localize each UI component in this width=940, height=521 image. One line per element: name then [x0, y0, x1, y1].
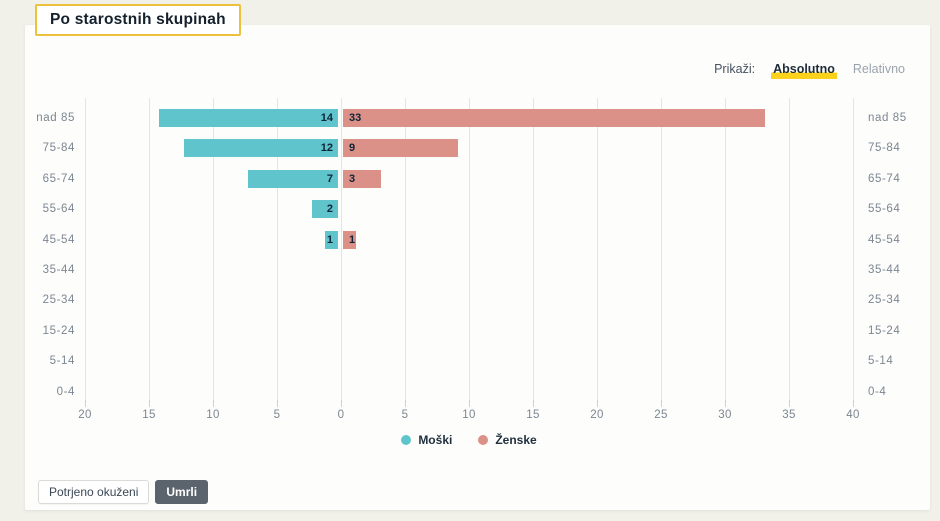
bar-value-label: 33	[349, 112, 362, 124]
dataset-toggle-row: Potrjeno okuženi Umrli	[38, 480, 209, 504]
legend-label: Ženske	[495, 433, 537, 447]
display-mode-option-absolutno[interactable]: Absolutno	[771, 62, 837, 79]
axis-tick	[853, 400, 854, 407]
axis-tick	[149, 400, 150, 407]
axis-tick	[661, 400, 662, 407]
display-mode-option-relativno[interactable]: Relativno	[852, 62, 905, 76]
dataset-toggle-potrjeno-okuzeni[interactable]: Potrjeno okuženi	[38, 480, 150, 504]
age-group-label-left: 65-74	[42, 172, 75, 185]
legend-dot-icon	[478, 435, 489, 445]
age-group-label-right: 25-34	[868, 294, 901, 307]
legend-item-moski[interactable]: Moški	[401, 433, 452, 447]
age-group-label-right: 35-44	[868, 264, 901, 276]
age-group-label-right: 45-54	[868, 233, 901, 246]
bar-male[interactable]: 7	[248, 169, 338, 188]
age-group-label-right: 75-84	[868, 142, 901, 155]
axis-tick	[341, 400, 342, 407]
gridline	[405, 98, 406, 400]
age-group-label-right: nad 85	[868, 112, 907, 124]
display-mode-control: Prikaži: Absolutno Relativno	[714, 62, 905, 79]
axis-tick	[533, 400, 534, 407]
gridline	[85, 98, 86, 400]
age-group-label-left: 15-24	[42, 324, 75, 337]
x-axis-label: 0	[337, 409, 345, 421]
gridline	[341, 98, 342, 400]
age-group-label-left: 0-4	[56, 385, 75, 398]
age-group-label-left: nad 85	[36, 112, 75, 124]
age-group-label-left: 45-54	[42, 233, 75, 246]
age-group-label-right: 65-74	[868, 172, 901, 185]
age-group-label-right: 55-64	[868, 203, 901, 216]
x-axis-label: 30	[718, 409, 732, 421]
x-axis-label: 5	[273, 409, 281, 421]
x-axis-label: 5	[401, 409, 409, 421]
bar-value-label: 7	[326, 172, 333, 185]
bar-value-label: 12	[320, 142, 333, 155]
age-group-label-right: 0-4	[868, 385, 887, 398]
gridline	[661, 98, 662, 400]
x-axis-label: 20	[590, 409, 604, 421]
display-mode-label: Prikaži:	[714, 62, 756, 76]
gridline	[213, 98, 214, 400]
bar-value-label: 1	[326, 233, 333, 246]
legend-dot-icon	[401, 435, 412, 445]
x-axis-label: 10	[206, 409, 220, 421]
bar-female[interactable]: 1	[343, 230, 356, 249]
age-group-label-left: 35-44	[42, 264, 75, 276]
gridline	[277, 98, 278, 400]
axis-tick	[405, 400, 406, 407]
age-group-label-right: 15-24	[868, 324, 901, 337]
bar-female[interactable]: 33	[343, 109, 766, 127]
axis-tick	[469, 400, 470, 407]
legend-label: Moški	[418, 433, 453, 447]
gridline	[789, 98, 790, 400]
x-axis-label: 10	[462, 409, 476, 421]
axis-tick	[725, 400, 726, 407]
page-title-text: Po starostnih skupinah	[50, 11, 226, 28]
axis-tick	[789, 400, 790, 407]
dataset-toggle-umrli[interactable]: Umrli	[155, 480, 209, 504]
gridline	[149, 98, 150, 400]
age-group-label-right: 5-14	[868, 355, 894, 368]
gridline	[853, 98, 854, 400]
x-axis-label: 15	[142, 409, 156, 421]
age-group-label-left: 55-64	[42, 203, 75, 216]
bar-value-label: 14	[320, 112, 333, 124]
age-group-label-left: 5-14	[49, 355, 75, 368]
bar-male[interactable]: 14	[158, 109, 338, 127]
axis-tick	[213, 400, 214, 407]
age-group-label-left: 25-34	[42, 294, 75, 307]
age-pyramid-chart: 20 15 10 5 0 5 10 15 20 25 30 35 40 nad 85 nad 85 14 33 7…	[25, 25, 930, 510]
bar-female[interactable]: 3	[343, 169, 382, 188]
legend-item-zenske[interactable]: Ženske	[478, 433, 537, 447]
page-title: Po starostnih skupinah	[35, 4, 241, 36]
age-group-label-left: 75-84	[42, 142, 75, 155]
bar-male[interactable]: 1	[325, 230, 338, 249]
x-axis-label: 15	[526, 409, 540, 421]
bar-male[interactable]: 2	[312, 200, 338, 219]
bar-value-label: 2	[326, 203, 333, 216]
x-axis-label: 20	[78, 409, 92, 421]
bar-value-label: 1	[349, 233, 356, 246]
axis-tick	[597, 400, 598, 407]
x-axis-label: 25	[654, 409, 668, 421]
gridline	[533, 98, 534, 400]
axis-tick	[277, 400, 278, 407]
x-axis-label: 35	[782, 409, 796, 421]
gridline	[469, 98, 470, 400]
axis-tick	[85, 400, 86, 407]
x-axis-label: 40	[846, 409, 860, 421]
gridline	[725, 98, 726, 400]
chart-legend: Moški Ženske	[85, 432, 853, 448]
bar-value-label: 3	[349, 172, 356, 185]
bar-male[interactable]: 12	[184, 139, 338, 158]
bar-value-label: 9	[349, 142, 356, 155]
bar-female[interactable]: 9	[343, 139, 459, 158]
chart-card: Po starostnih skupinah Prikaži: Absolutn…	[25, 4, 930, 510]
gridline	[597, 98, 598, 400]
